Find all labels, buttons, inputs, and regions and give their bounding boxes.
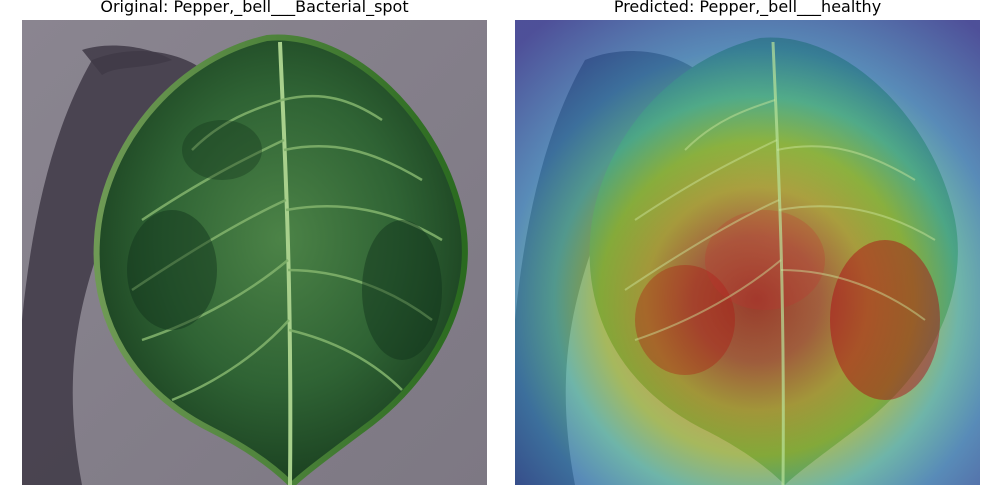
predicted-title: Predicted: Pepper,_bell___healthy xyxy=(613,0,882,16)
original-image xyxy=(22,20,487,485)
predicted-image xyxy=(515,20,980,485)
leaf-photo-icon xyxy=(22,20,487,485)
original-title: Original: Pepper,_bell___Bacterial_spot xyxy=(100,0,409,16)
leaf-gradcam-heatmap-icon xyxy=(515,20,980,485)
